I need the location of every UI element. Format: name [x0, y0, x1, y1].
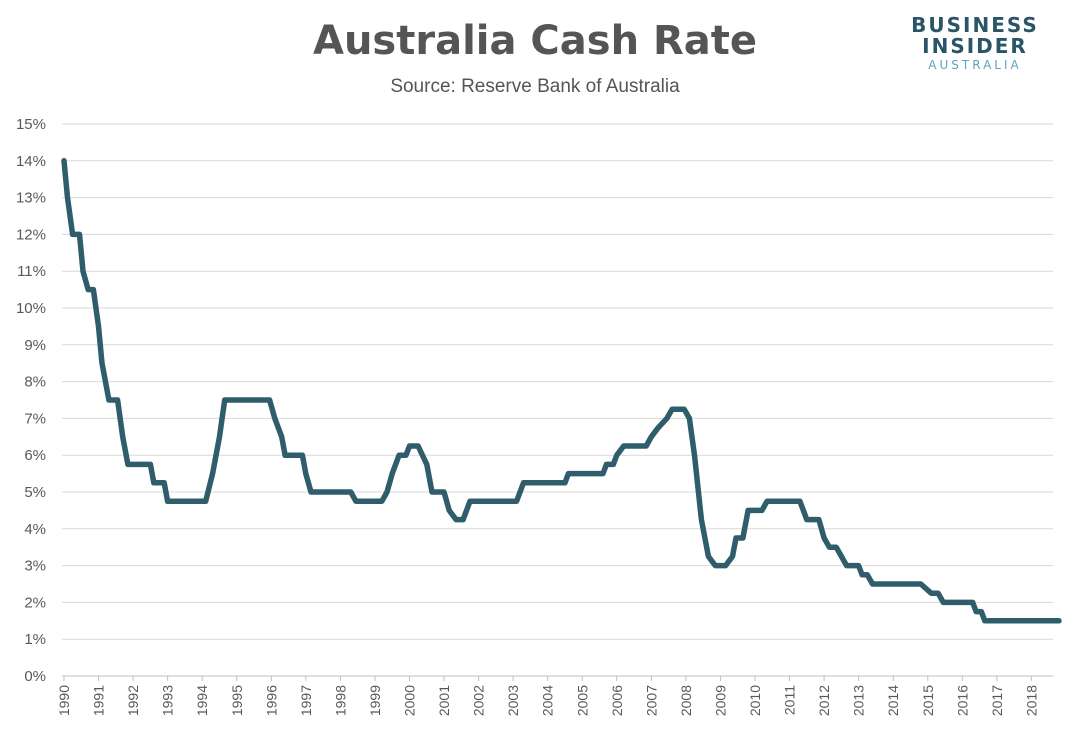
x-tick-label: 2015 [920, 685, 936, 716]
logo-line-3: AUSTRALIA [928, 58, 1022, 72]
y-tick-label: 14% [16, 153, 46, 170]
x-tick-label: 2002 [471, 685, 487, 716]
y-tick-label: 1% [24, 631, 46, 648]
y-tick-label: 13% [16, 190, 46, 207]
x-tick-label: 1999 [367, 685, 383, 716]
x-tick-label: 2014 [885, 685, 901, 716]
y-tick-label: 5% [24, 484, 46, 501]
x-tick-label: 1992 [125, 685, 141, 716]
logo-line-2: INSIDER [922, 34, 1028, 58]
gridlines [62, 123, 1053, 677]
x-tick-label: 1991 [91, 685, 107, 716]
x-tick-label: 1997 [298, 685, 314, 716]
y-tick-label: 8% [24, 374, 46, 391]
y-tick-label: 0% [24, 668, 46, 685]
x-tick-label: 2012 [816, 685, 832, 716]
y-tick-label: 7% [24, 410, 46, 427]
y-axis-labels: 0% 1% 2% 3% 4% 5% 6% 7% 8% 9% 10% 11% 12% 13% 14% 15% [16, 116, 46, 685]
x-tick-label: 1993 [160, 685, 176, 716]
x-tick-label: 2018 [1023, 685, 1039, 716]
x-tick-label: 2011 [782, 685, 798, 715]
x-tick-label: 2013 [851, 685, 867, 716]
chart-title: Australia Cash Rate [312, 18, 758, 64]
y-tick-label: 3% [24, 558, 46, 575]
logo-line-1: BUSINESS [911, 13, 1039, 37]
x-tick-label: 2001 [436, 685, 452, 716]
x-tick-label: 2004 [540, 685, 556, 716]
x-tick-label: 1995 [229, 685, 245, 716]
y-tick-label: 15% [16, 116, 46, 133]
x-tick-label: 2007 [643, 685, 659, 716]
series-layer [61, 158, 1062, 624]
x-tick-label: 1996 [263, 685, 279, 716]
y-tick-label: 2% [24, 594, 46, 611]
x-axis: 1990 1991 1992 1993 1994 1995 1996 1997 1998 1999… [56, 676, 1039, 716]
x-tick-label: 2009 [712, 685, 728, 716]
y-tick-label: 11% [17, 263, 46, 280]
x-tick-label: 2003 [505, 685, 521, 716]
x-tick-label: 2010 [747, 685, 763, 716]
x-tick-label: 2000 [402, 685, 418, 716]
y-tick-label: 10% [16, 300, 46, 317]
business-insider-logo: BUSINESS INSIDER AUSTRALIA [905, 15, 1045, 73]
y-tick-label: 9% [24, 337, 46, 354]
y-tick-label: 4% [24, 521, 46, 538]
y-tick-label: 6% [24, 447, 46, 464]
x-tick-label: 2005 [574, 685, 590, 716]
chart-subtitle: Source: Reserve Bank of Australia [390, 76, 680, 97]
x-tick-label: 2016 [954, 685, 970, 716]
x-tick-label: 2006 [609, 685, 625, 716]
x-tick-label: 1994 [194, 685, 210, 716]
x-tick-label: 1990 [56, 685, 72, 716]
y-tick-label: 12% [16, 226, 46, 243]
x-tick-label: 2017 [989, 685, 1005, 716]
cash-rate-series-line [61, 158, 1062, 624]
x-tick-label: 1998 [332, 685, 348, 716]
x-tick-label: 2008 [678, 685, 694, 716]
